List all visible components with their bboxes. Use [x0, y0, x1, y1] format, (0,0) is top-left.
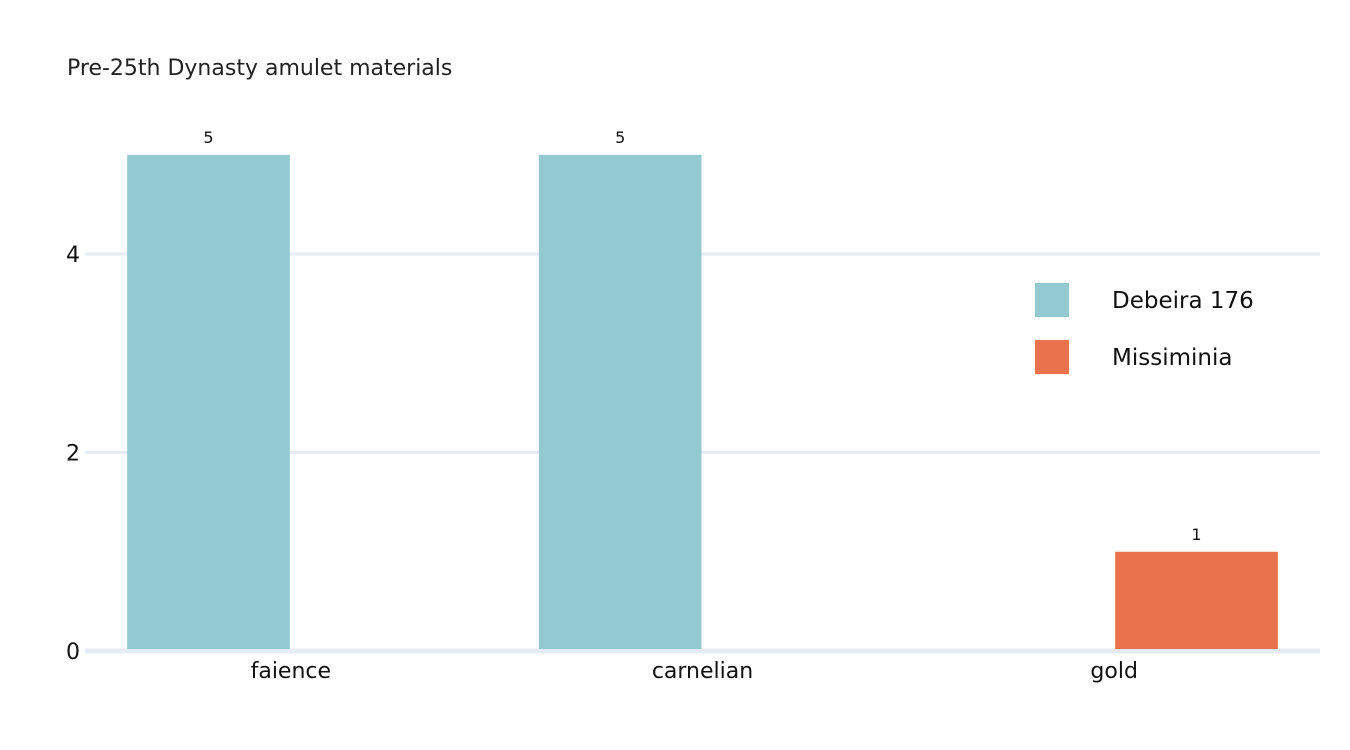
legend: Debeira 176 Missiminia [992, 268, 1277, 393]
x-tick-label: carnelian [652, 659, 753, 684]
x-axis: faience carnelian gold [251, 659, 1138, 684]
legend-label: Debeira 176 [1112, 288, 1254, 314]
bar [1115, 551, 1278, 649]
legend-swatch [1035, 283, 1069, 317]
gridlines [85, 252, 1320, 654]
bars [127, 154, 1278, 650]
data-labels: 5 5 1 [203, 128, 1201, 544]
x-tick-label: faience [251, 659, 331, 684]
y-tick-label: 0 [66, 640, 80, 665]
data-label: 1 [1191, 525, 1201, 544]
y-tick-label: 2 [66, 442, 80, 467]
legend-background [992, 268, 1277, 393]
y-tick-label: 4 [66, 243, 80, 268]
bar [127, 154, 290, 650]
data-label: 5 [203, 128, 213, 147]
data-label: 5 [615, 128, 625, 147]
bar [538, 154, 702, 650]
y-axis: 0 2 4 [66, 243, 80, 665]
legend-swatch [1035, 340, 1069, 374]
legend-label: Missiminia [1112, 345, 1232, 371]
x-tick-label: gold [1090, 659, 1138, 684]
chart-title: Pre-25th Dynasty amulet materials [67, 56, 452, 81]
